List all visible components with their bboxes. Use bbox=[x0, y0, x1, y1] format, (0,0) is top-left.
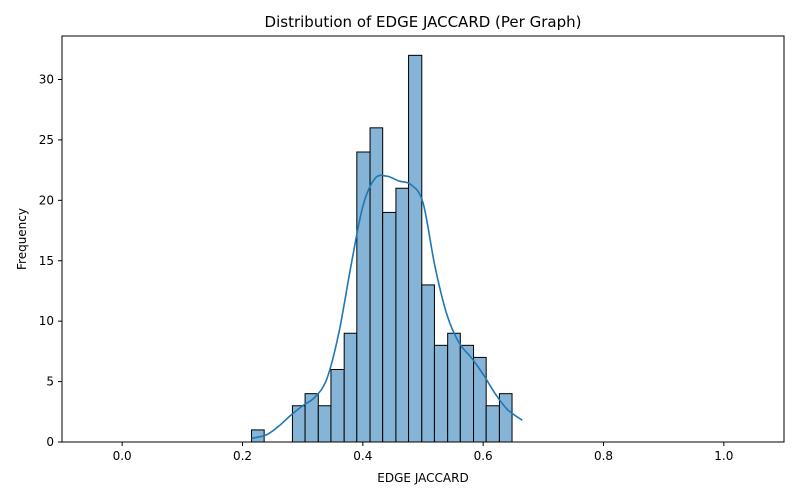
y-tick-label-4: 20 bbox=[39, 193, 54, 207]
x-tick-label-1: 0.2 bbox=[233, 449, 252, 463]
kde-line bbox=[251, 174, 523, 440]
y-tick-label-0: 0 bbox=[46, 435, 54, 449]
y-tick-label-5: 25 bbox=[39, 133, 54, 147]
y-axis-ticks: 0 5 10 15 20 25 30 bbox=[39, 73, 62, 449]
histogram-bar-12 bbox=[408, 54, 423, 443]
histogram-bar-5 bbox=[317, 405, 332, 443]
y-tick-label-3: 15 bbox=[39, 254, 54, 268]
x-tick-label-0: 0.0 bbox=[113, 449, 132, 463]
y-axis-label: Frequency bbox=[15, 208, 29, 270]
histogram-bar-7 bbox=[343, 332, 358, 443]
plot-area-frame bbox=[61, 35, 785, 443]
x-axis-ticks: 0.0 0.2 0.4 0.6 0.8 1.0 bbox=[113, 442, 733, 463]
histogram-bar-18 bbox=[485, 405, 500, 443]
x-tick-label-4: 0.8 bbox=[594, 449, 613, 463]
histogram-bar-19 bbox=[498, 393, 513, 443]
histogram-bar-10 bbox=[382, 211, 397, 443]
histogram-bar-6 bbox=[330, 369, 345, 443]
histogram-bar-14 bbox=[433, 344, 449, 443]
y-tick-label-6: 30 bbox=[39, 73, 54, 87]
x-tick-label-2: 0.4 bbox=[353, 449, 372, 463]
histogram-bar-16 bbox=[459, 344, 475, 443]
histogram-bar-11 bbox=[395, 187, 410, 443]
x-tick-label-5: 1.0 bbox=[714, 449, 733, 463]
y-tick-label-1: 5 bbox=[46, 375, 54, 389]
histogram-bar-8 bbox=[356, 151, 371, 443]
chart-title: Distribution of EDGE JACCARD (Per Graph) bbox=[265, 13, 582, 31]
x-axis-label: EDGE JACCARD bbox=[377, 471, 468, 485]
y-tick-label-2: 10 bbox=[39, 314, 54, 328]
histogram-bar-3 bbox=[291, 405, 306, 443]
histogram-bars bbox=[251, 54, 513, 443]
kde-curve-group bbox=[251, 174, 523, 440]
histogram-bar-13 bbox=[421, 284, 435, 443]
x-tick-label-3: 0.6 bbox=[474, 449, 493, 463]
histogram-bar-15 bbox=[447, 332, 461, 443]
